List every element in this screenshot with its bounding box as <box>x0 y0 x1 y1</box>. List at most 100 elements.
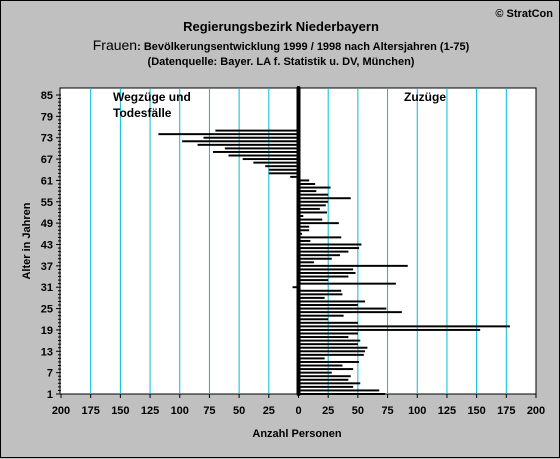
y-tick-label-4: 25 <box>41 304 53 316</box>
bar-age-75 <box>215 129 299 132</box>
bar-age-18 <box>298 332 358 335</box>
axes: 200 175 150 125 100 75 50 25 0 25 50 75 100 125 150 175… <box>41 86 545 417</box>
bar-age-6 <box>298 375 351 378</box>
y-tick-label-1: 7 <box>47 368 53 380</box>
bar-age-72 <box>182 140 299 143</box>
bar-age-12 <box>298 353 364 356</box>
y-tick-label-3: 19 <box>41 325 53 337</box>
bar-age-55 <box>298 200 329 203</box>
gridlines <box>90 88 507 394</box>
bar-age-51 <box>298 215 304 218</box>
x-tick-label-7: 25 <box>263 405 275 417</box>
bar-age-11 <box>298 357 325 360</box>
bar-age-14 <box>298 346 368 349</box>
bar-age-70 <box>224 147 299 150</box>
bar-age-20 <box>298 325 510 328</box>
x-tick-label-15: 175 <box>497 405 515 417</box>
bar-age-49 <box>298 222 339 225</box>
bar-age-54 <box>298 204 326 207</box>
bar-age-26 <box>298 304 358 306</box>
bar-age-4 <box>298 382 361 385</box>
bar-age-27 <box>298 300 365 303</box>
bar-age-33 <box>298 279 329 282</box>
bar-age-13 <box>298 350 365 353</box>
bar-age-15 <box>298 343 358 346</box>
bar-age-1 <box>298 393 386 395</box>
bar-age-35 <box>298 271 356 274</box>
bar-age-65 <box>265 165 299 168</box>
bar-age-74 <box>158 133 299 136</box>
bar-age-32 <box>298 282 396 285</box>
x-tick-label-8: 0 <box>295 405 301 417</box>
bar-age-29 <box>298 293 343 296</box>
x-tick-label-2: 150 <box>111 405 129 417</box>
annotation-outflow-line2: Todesfälle <box>113 106 172 120</box>
bar-age-23 <box>298 314 344 317</box>
x-tick-label-4: 100 <box>171 405 189 417</box>
y-tick-label-8: 49 <box>41 218 53 230</box>
bar-age-31 <box>292 286 299 289</box>
x-tick-label-0: 200 <box>52 405 70 417</box>
bar-age-50 <box>298 218 323 221</box>
bar-age-68 <box>228 154 299 157</box>
bar-age-19 <box>298 328 481 331</box>
y-tick-label-11: 67 <box>41 154 53 166</box>
bar-age-24 <box>298 311 402 314</box>
bar-age-37 <box>298 264 408 267</box>
bar-age-62 <box>290 175 299 178</box>
bars <box>158 129 510 395</box>
y-tick-label-13: 79 <box>41 111 53 123</box>
bar-age-42 <box>298 247 360 250</box>
x-tick-label-6: 50 <box>233 405 245 417</box>
bar-age-28 <box>298 296 325 299</box>
x-tick-label-5: 75 <box>203 405 215 417</box>
subtitle-rest: : Bevölkerungsentwicklung 1999 / 1998 na… <box>137 41 469 53</box>
bar-age-44 <box>298 239 311 242</box>
x-tick-label-12: 100 <box>408 405 426 417</box>
bar-age-57 <box>298 193 329 196</box>
x-tick-label-1: 175 <box>82 405 100 417</box>
bar-age-5 <box>298 378 349 381</box>
bar-age-25 <box>298 307 387 310</box>
bar-age-39 <box>298 257 332 260</box>
bar-age-2 <box>298 389 380 392</box>
bar-age-45 <box>298 236 342 239</box>
x-tick-label-13: 125 <box>438 405 456 417</box>
x-tick-label-14: 150 <box>467 405 485 417</box>
bar-age-71 <box>197 143 299 146</box>
bar-age-34 <box>298 275 349 278</box>
y-tick-label-6: 37 <box>41 261 53 273</box>
y-tick-label-7: 43 <box>41 240 53 252</box>
chart-title: Regierungsbezirk Niederbayern <box>183 19 379 34</box>
bar-age-22 <box>298 318 329 321</box>
bar-age-73 <box>203 136 299 139</box>
bar-age-10 <box>298 360 360 363</box>
x-axis-label: Anzahl Personen <box>252 428 342 440</box>
x-tick-label-10: 50 <box>352 405 364 417</box>
y-tick-label-12: 73 <box>41 133 53 145</box>
annotation-inflow: Zuzüge <box>404 90 446 104</box>
bar-age-59 <box>298 186 331 189</box>
bar-age-47 <box>298 229 310 232</box>
bar-age-36 <box>298 268 354 271</box>
y-tick-label-9: 55 <box>41 197 53 209</box>
bar-age-41 <box>298 250 349 253</box>
bar-age-38 <box>298 261 314 264</box>
y-tick-label-2: 13 <box>41 346 53 358</box>
bar-age-43 <box>298 243 362 246</box>
bar-age-30 <box>298 289 342 292</box>
bar-age-56 <box>298 197 351 200</box>
bar-age-3 <box>298 385 354 388</box>
bar-age-61 <box>298 179 310 182</box>
y-tick-label-0: 1 <box>47 389 53 401</box>
bar-age-17 <box>298 336 349 339</box>
bar-age-69 <box>213 150 299 153</box>
annotation-outflow-line1: Wegzüge und <box>113 90 191 104</box>
bar-age-40 <box>298 254 341 257</box>
bar-age-60 <box>298 183 316 185</box>
copyright-notice: © StratCon <box>495 8 553 20</box>
bar-age-58 <box>298 190 317 193</box>
bar-age-21 <box>298 321 358 324</box>
bar-age-7 <box>298 371 332 374</box>
